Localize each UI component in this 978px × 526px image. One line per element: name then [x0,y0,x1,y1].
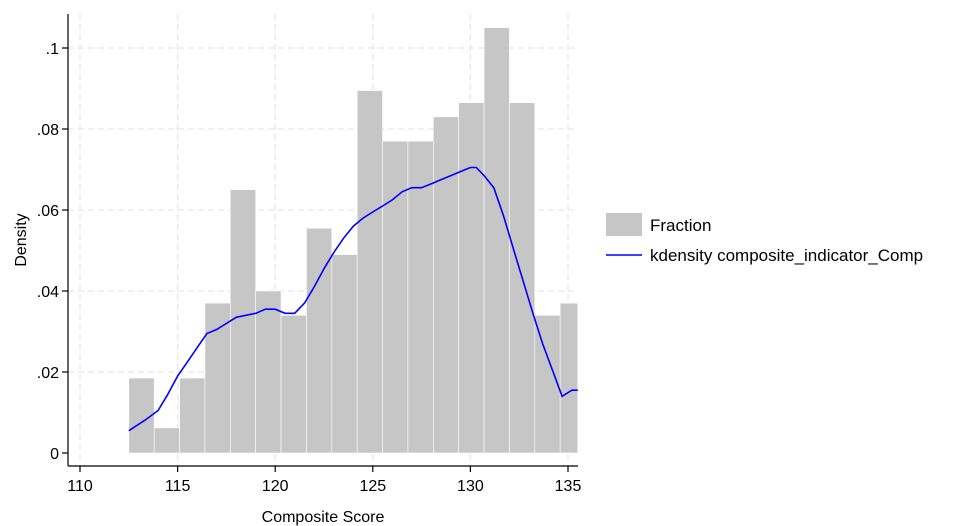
histogram-bar [204,302,231,454]
legend-label-kdensity: kdensity composite_indicator_Comp [650,246,923,265]
y-tick-label: 0 [50,446,59,463]
x-tick-label: 135 [555,478,582,495]
fraction-bars [128,27,579,454]
histogram-bar [153,427,180,454]
histogram-bar [407,140,434,454]
histogram-bar [458,102,485,454]
y-tick-label: .04 [37,284,59,301]
histogram-bar [331,254,358,454]
y-tick-label: .1 [46,41,59,58]
y-tick-label: .08 [37,122,59,139]
histogram-bar [179,377,206,454]
x-axis-label: Composite Score [262,509,385,526]
x-tick-label: 120 [262,478,289,495]
legend: Fraction kdensity composite_indicator_Co… [606,213,923,265]
histogram-bar [255,290,282,454]
histogram-bar [382,140,409,454]
y-axis-ticks: 0 .02 .04 .06 .08 .1 [37,41,68,463]
y-tick-label: .02 [37,365,59,382]
kdensity-line [128,166,578,432]
legend-label-fraction: Fraction [650,216,711,235]
histogram-bar [356,90,383,454]
histogram-bar [433,116,459,454]
histogram-bar [534,314,561,454]
y-tick-label: .06 [37,203,59,220]
histogram-bar [483,27,510,454]
x-tick-label: 110 [67,478,93,495]
x-tick-label: 115 [165,478,191,495]
axes [67,14,578,467]
x-axis-ticks: 110 115 120 125 130 135 [67,466,581,495]
histogram-bar [230,189,256,454]
x-tick-label: 125 [359,478,386,495]
histogram-bar [559,302,579,454]
legend-swatch-fraction [606,213,642,236]
x-tick-label: 130 [457,478,484,495]
y-axis-label: Density [13,213,30,266]
histogram-bar [280,314,307,454]
